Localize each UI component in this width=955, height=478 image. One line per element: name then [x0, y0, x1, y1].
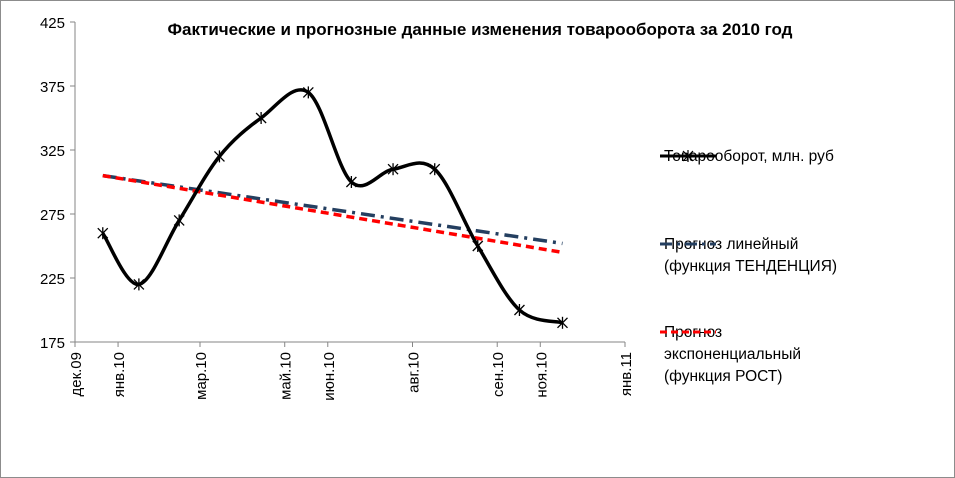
x-tick-label: дек.09 — [68, 352, 85, 397]
legend-item-linear-forecast: Прогноз линейный (функция ТЕНДЕНЦИЯ) — [660, 234, 837, 278]
series-linear-forecast-line — [102, 173, 563, 246]
data-point-marker — [302, 86, 314, 99]
data-point-marker — [472, 240, 484, 252]
series-exp-forecast-line — [102, 173, 563, 255]
data-point-marker — [97, 227, 109, 240]
y-tick-label: 275 — [40, 207, 65, 224]
data-point-marker — [429, 163, 441, 176]
x-tick-label: мар.10 — [193, 352, 210, 400]
x-tick-label: сен.10 — [490, 352, 507, 397]
y-tick-label: 175 — [40, 335, 65, 352]
x-tick-label: янв.10 — [111, 352, 128, 397]
y-tick-label: 225 — [40, 271, 65, 288]
legend-item-actual: Товарооборот, млн. руб — [660, 146, 834, 168]
y-tick-label: 375 — [40, 79, 65, 96]
x-tick-label: май.10 — [278, 352, 295, 400]
data-point-marker — [345, 176, 357, 188]
data-point-marker — [213, 150, 225, 163]
axes: 175 225 275 325 375 425 дек.09 янв.10 мар.10 май.… — [40, 15, 635, 401]
data-point-marker — [387, 163, 399, 176]
x-tick-label: июн.10 — [321, 352, 338, 401]
legend-swatch-actual — [660, 150, 716, 162]
data-point-marker — [133, 278, 145, 291]
legend-item-exp-forecast: Прогноз экспоненциальный (функция РОСТ) — [660, 322, 801, 388]
x-tick-label: ноя.10 — [533, 352, 550, 398]
data-point-marker — [173, 214, 185, 227]
legend-label-linear-forecast: Прогноз линейный (функция ТЕНДЕНЦИЯ) — [664, 236, 838, 275]
data-point-marker — [513, 304, 525, 316]
legend-label-exp-forecast: Прогноз экспоненциальный (функция РОСТ) — [664, 324, 802, 385]
y-tick-label: 425 — [40, 15, 65, 32]
x-tick-label: авг.10 — [406, 352, 423, 393]
x-tick-label: янв.11 — [618, 352, 635, 396]
legend-swatch-linear-forecast — [660, 242, 716, 246]
data-point-marker — [255, 112, 267, 124]
data-point-marker — [557, 316, 568, 329]
chart-title: Фактические и прогнозные данные изменени… — [167, 20, 793, 39]
y-tick-label: 325 — [40, 143, 65, 160]
legend-swatch-exp-forecast — [660, 330, 716, 334]
series-actual-line — [101, 88, 563, 325]
series-layer — [97, 86, 568, 329]
